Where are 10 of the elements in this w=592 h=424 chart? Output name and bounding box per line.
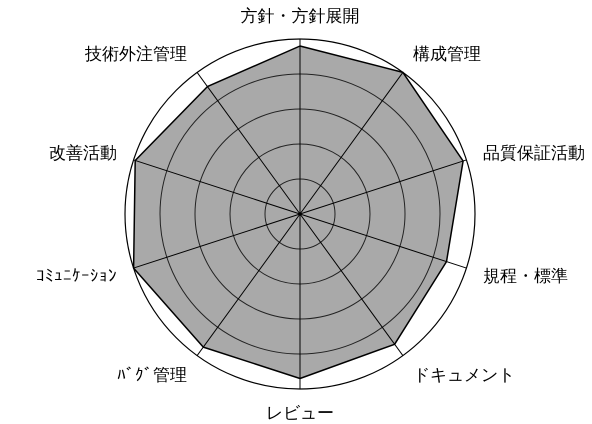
spoke-label: 品質保証活動: [483, 144, 586, 164]
spoke-label: 規程・標準: [483, 266, 568, 286]
spoke-label: レビュー: [266, 404, 334, 424]
spoke-label: 構成管理: [413, 44, 482, 64]
spoke-label: 方針・方針展開: [240, 6, 360, 26]
spoke-label: 技術外注管理: [84, 44, 187, 64]
spoke-label: 改善活動: [48, 144, 117, 164]
spoke-label: ｺﾐｭﾆｹｰｼｮﾝ: [36, 266, 117, 286]
spoke-label: ﾊﾞｸﾞ管理: [116, 366, 187, 386]
spoke-label: ドキュメント: [413, 366, 516, 386]
